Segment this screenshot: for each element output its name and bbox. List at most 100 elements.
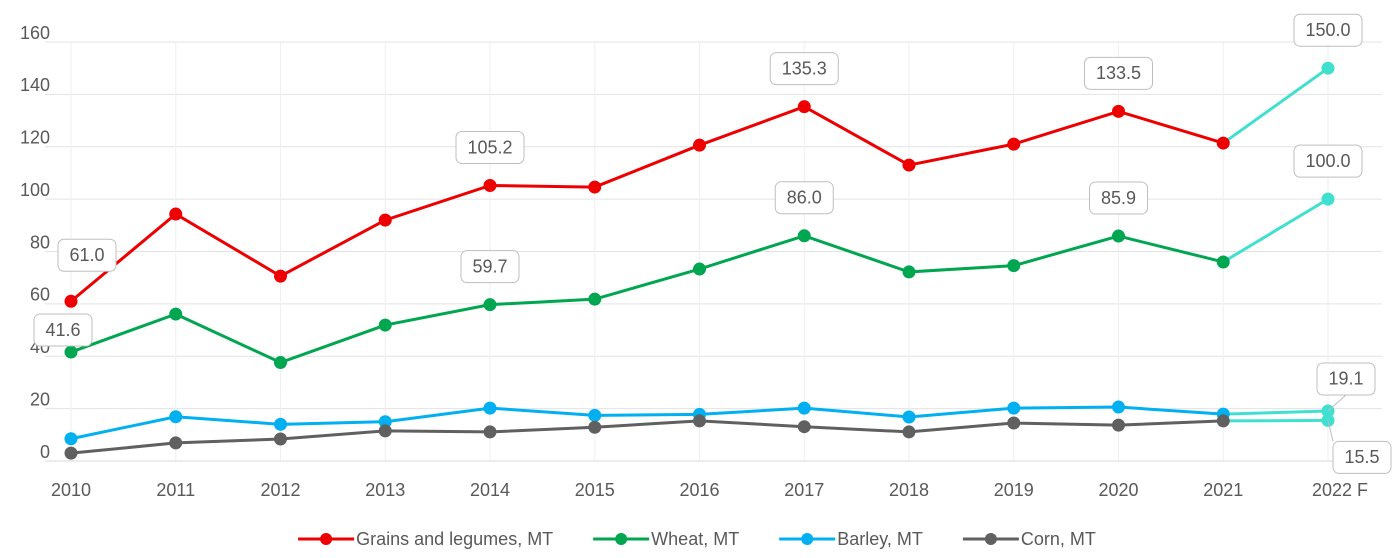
x-tick-label: 2011 (156, 480, 195, 500)
legend-item: Corn, MT (962, 529, 1096, 549)
marker (274, 269, 287, 283)
y-tick-label: 160 (20, 23, 50, 43)
marker (378, 424, 392, 438)
marker (64, 294, 78, 308)
x-tick-label: 2021 (1203, 480, 1243, 500)
marker (902, 158, 916, 172)
data-label-box (1332, 440, 1392, 474)
marker (588, 292, 602, 306)
forecast-line (1223, 409, 1329, 416)
legend-label: Wheat, MT (651, 529, 739, 549)
legend: Grains and legumes, MT Wheat, MT Barley, M… (298, 529, 1096, 549)
legend-item: Wheat, MT (593, 529, 739, 549)
marker (1007, 259, 1021, 273)
legend-label: Barley, MT (837, 529, 923, 549)
marker (797, 100, 811, 114)
y-tick-label: 20 (30, 389, 50, 409)
marker (1112, 104, 1125, 118)
data-label-box (774, 181, 834, 215)
data-label: 86.0 (787, 188, 822, 208)
x-tick-label: 2018 (889, 480, 929, 500)
data-label-box (460, 250, 520, 284)
data-label: 133.5 (1096, 63, 1141, 83)
marker (1112, 229, 1125, 243)
data-label: 59.7 (472, 256, 507, 276)
legend-marker (801, 533, 814, 545)
data-label: 61.0 (69, 245, 104, 265)
marker (483, 298, 497, 312)
marker (274, 417, 287, 431)
marker (483, 425, 497, 439)
marker (1007, 401, 1021, 415)
series-line (70, 419, 1224, 455)
marker (902, 265, 916, 279)
data-label-box (1293, 144, 1363, 178)
data-label-box (1316, 362, 1376, 396)
marker (169, 410, 183, 424)
x-tick-label: 2014 (470, 480, 510, 500)
x-tick-label: 2010 (51, 480, 91, 500)
marker (1007, 137, 1021, 151)
label-leader (1327, 394, 1347, 412)
x-tick-label: 2022 F (1312, 480, 1368, 500)
marker (797, 401, 811, 415)
x-tick-label: 2012 (260, 480, 300, 500)
legend-marker (615, 533, 628, 545)
data-label-box (57, 238, 117, 272)
y-tick-label: 120 (20, 128, 50, 148)
marker (274, 356, 287, 370)
data-label: 105.2 (467, 137, 512, 157)
series-line (70, 405, 1224, 441)
marker (1007, 416, 1021, 430)
x-tick-label: 2015 (575, 480, 615, 500)
marker (1112, 400, 1125, 414)
x-tick-label: 2020 (1098, 480, 1138, 500)
marker (169, 207, 183, 221)
legend-marker (984, 533, 997, 545)
marker (1216, 255, 1230, 269)
marker (483, 401, 497, 415)
marker (483, 179, 497, 193)
legend-item: Grains and legumes, MT (298, 529, 553, 549)
forecast-line (1222, 197, 1329, 264)
y-tick-label: 80 (30, 232, 50, 252)
data-label: 19.1 (1328, 369, 1363, 389)
label-leader (1327, 420, 1334, 442)
data-label: 85.9 (1101, 188, 1136, 208)
marker (1216, 414, 1230, 428)
x-tick-label: 2019 (994, 480, 1034, 500)
data-label: 41.6 (45, 320, 80, 340)
legend-item: Barley, MT (779, 529, 923, 549)
series-line (70, 234, 1224, 365)
data-label-box (769, 52, 839, 86)
marker (588, 420, 602, 434)
legend-label: Corn, MT (1021, 529, 1096, 549)
marker (274, 432, 287, 446)
data-label-box (455, 131, 525, 165)
marker (64, 446, 78, 460)
data-label: 100.0 (1305, 151, 1350, 171)
marker (797, 420, 811, 434)
marker (588, 180, 602, 194)
marker (1216, 136, 1230, 150)
marker (64, 432, 78, 446)
data-label: 15.5 (1344, 447, 1379, 467)
y-tick-label: 100 (20, 180, 50, 200)
forecast-line (1223, 418, 1329, 423)
marker (1321, 61, 1335, 75)
marker (1321, 192, 1335, 206)
marker (588, 408, 602, 422)
marker (693, 414, 706, 428)
y-tick-label: 60 (30, 285, 50, 305)
marker (693, 138, 706, 152)
marker (693, 262, 706, 276)
series-line (70, 105, 1224, 303)
data-label-box (33, 313, 93, 347)
y-tick-label: 0 (40, 442, 50, 462)
marker (902, 425, 916, 439)
marker (169, 436, 183, 450)
forecast-line (1222, 66, 1329, 145)
marker (378, 213, 392, 227)
x-tick-label: 2013 (365, 480, 405, 500)
